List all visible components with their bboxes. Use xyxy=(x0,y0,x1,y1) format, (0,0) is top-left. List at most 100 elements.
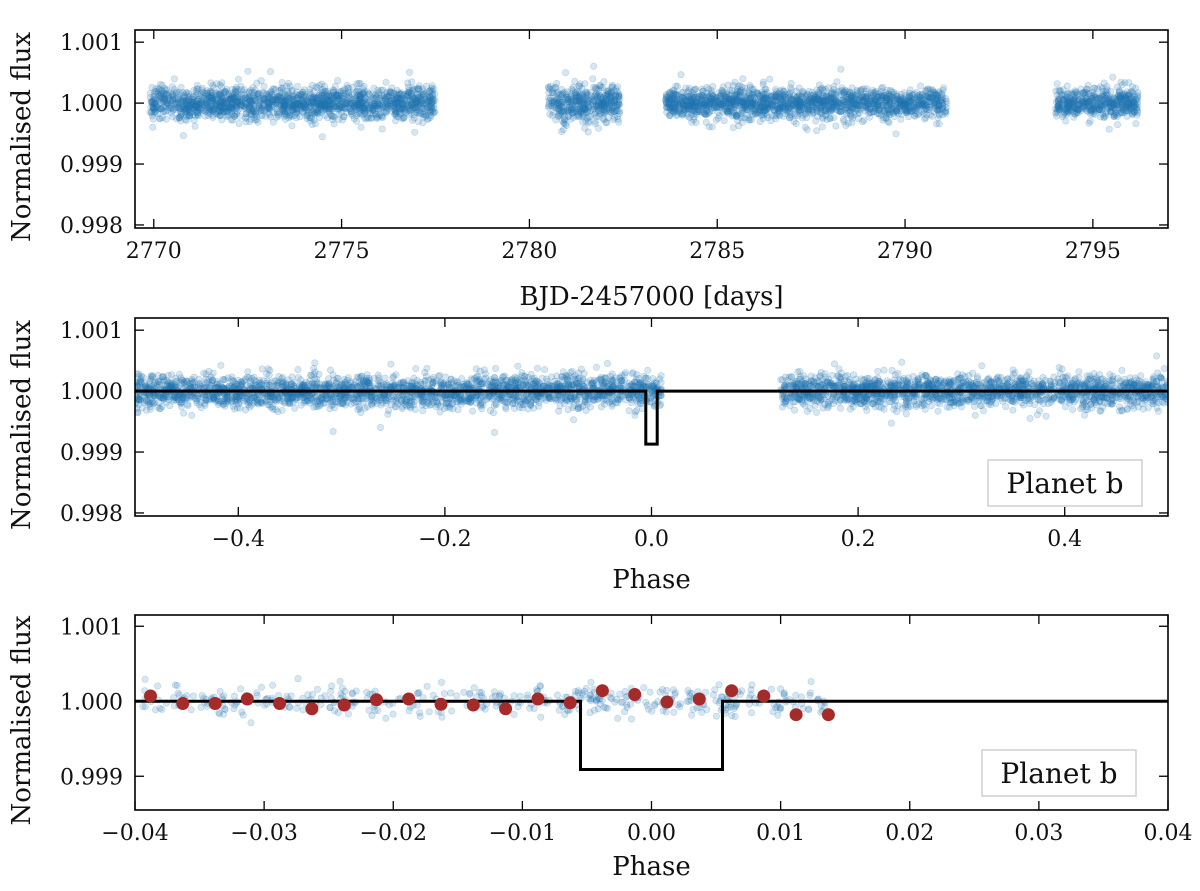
scatter-point xyxy=(180,132,186,138)
scatter-point xyxy=(699,86,705,92)
scatter-point xyxy=(595,125,601,131)
scatter-point xyxy=(192,123,198,129)
scatter-point xyxy=(667,89,673,95)
scatter-point xyxy=(319,103,325,109)
timeseries-scatter xyxy=(147,63,1141,140)
scatter-point xyxy=(246,93,252,99)
scatter-point xyxy=(405,80,411,86)
scatter-point xyxy=(204,88,210,94)
scatter-point xyxy=(604,88,610,94)
scatter-point xyxy=(252,97,258,103)
scatter-point xyxy=(580,106,586,112)
scatter-point xyxy=(203,96,209,102)
scatter-point xyxy=(733,104,739,110)
scatter-point xyxy=(150,116,156,122)
scatter-point xyxy=(878,96,884,102)
scatter-point xyxy=(469,408,475,414)
scatter-point xyxy=(354,92,360,98)
scatter-point xyxy=(861,117,867,123)
scatter-point xyxy=(182,100,188,106)
scatter-point xyxy=(1089,108,1095,114)
scatter-point xyxy=(353,118,359,124)
scatter-point xyxy=(328,113,334,119)
scatter-point xyxy=(362,110,368,116)
scatter-point xyxy=(163,116,169,122)
scatter-point xyxy=(383,109,389,115)
scatter-point xyxy=(891,106,897,112)
scatter-point xyxy=(590,63,596,69)
scatter-point xyxy=(1067,105,1073,111)
scatter-point xyxy=(319,90,325,96)
scatter-point xyxy=(845,120,851,126)
scatter-point xyxy=(819,124,825,130)
scatter-point xyxy=(884,87,890,93)
y-tick-label: 1.001 xyxy=(60,31,123,56)
scatter-point xyxy=(195,86,201,92)
scatter-point xyxy=(150,124,156,130)
scatter-point xyxy=(1069,92,1075,98)
scatter-point xyxy=(219,96,225,102)
scatter-point xyxy=(541,366,547,372)
scatter-point xyxy=(336,102,342,108)
scatter-point xyxy=(782,110,788,116)
scatter-point xyxy=(279,97,285,103)
scatter-point xyxy=(255,90,261,96)
scatter-point xyxy=(1132,103,1138,109)
scatter-point xyxy=(834,79,840,85)
scatter-point xyxy=(575,114,581,120)
scatter-point xyxy=(722,101,728,107)
scatter-point xyxy=(202,108,208,114)
scatter-point xyxy=(169,84,175,90)
scatter-point xyxy=(782,91,788,97)
x-tick-label: 2790 xyxy=(877,239,933,264)
scatter-point xyxy=(711,104,717,110)
scatter-point xyxy=(747,84,753,90)
scatter-point xyxy=(697,103,703,109)
scatter-point xyxy=(379,126,385,132)
scatter-point xyxy=(804,127,810,133)
scatter-point xyxy=(833,123,839,129)
scatter-point xyxy=(1132,85,1138,91)
scatter-point xyxy=(923,106,929,112)
scatter-point xyxy=(169,94,175,100)
scatter-point xyxy=(1100,111,1106,117)
scatter-point xyxy=(576,83,582,89)
scatter-point xyxy=(835,101,841,107)
scatter-point xyxy=(549,103,555,109)
scatter-point xyxy=(877,112,883,118)
scatter-point xyxy=(767,76,773,82)
scatter-point xyxy=(319,134,325,140)
scatter-point xyxy=(429,97,435,103)
scatter-point xyxy=(238,102,244,108)
scatter-point xyxy=(615,119,621,125)
scatter-point xyxy=(565,108,571,114)
scatter-point xyxy=(559,86,565,92)
scatter-point xyxy=(609,94,615,100)
scatter-point xyxy=(277,87,283,93)
scatter-point xyxy=(1064,83,1070,89)
scatter-point xyxy=(151,97,157,103)
scatter-point xyxy=(590,76,596,82)
scatter-point xyxy=(170,107,176,113)
scatter-point xyxy=(1080,89,1086,95)
scatter-point xyxy=(899,104,905,110)
scatter-point xyxy=(342,92,348,98)
scatter-point xyxy=(315,108,321,114)
scatter-point xyxy=(316,114,322,120)
scatter-point xyxy=(745,112,751,118)
scatter-point xyxy=(1085,82,1091,88)
scatter-point xyxy=(1133,120,1139,126)
scatter-point xyxy=(173,100,179,106)
scatter-point xyxy=(601,78,607,84)
scatter-point xyxy=(1055,108,1061,114)
scatter-point xyxy=(409,88,415,94)
scatter-point xyxy=(685,113,691,119)
scatter-point xyxy=(706,124,712,130)
scatter-point xyxy=(279,79,285,85)
scatter-point xyxy=(754,111,760,117)
scatter-point xyxy=(830,90,836,96)
scatter-point xyxy=(306,93,312,99)
scatter-point xyxy=(693,119,699,125)
scatter-point xyxy=(352,102,358,108)
